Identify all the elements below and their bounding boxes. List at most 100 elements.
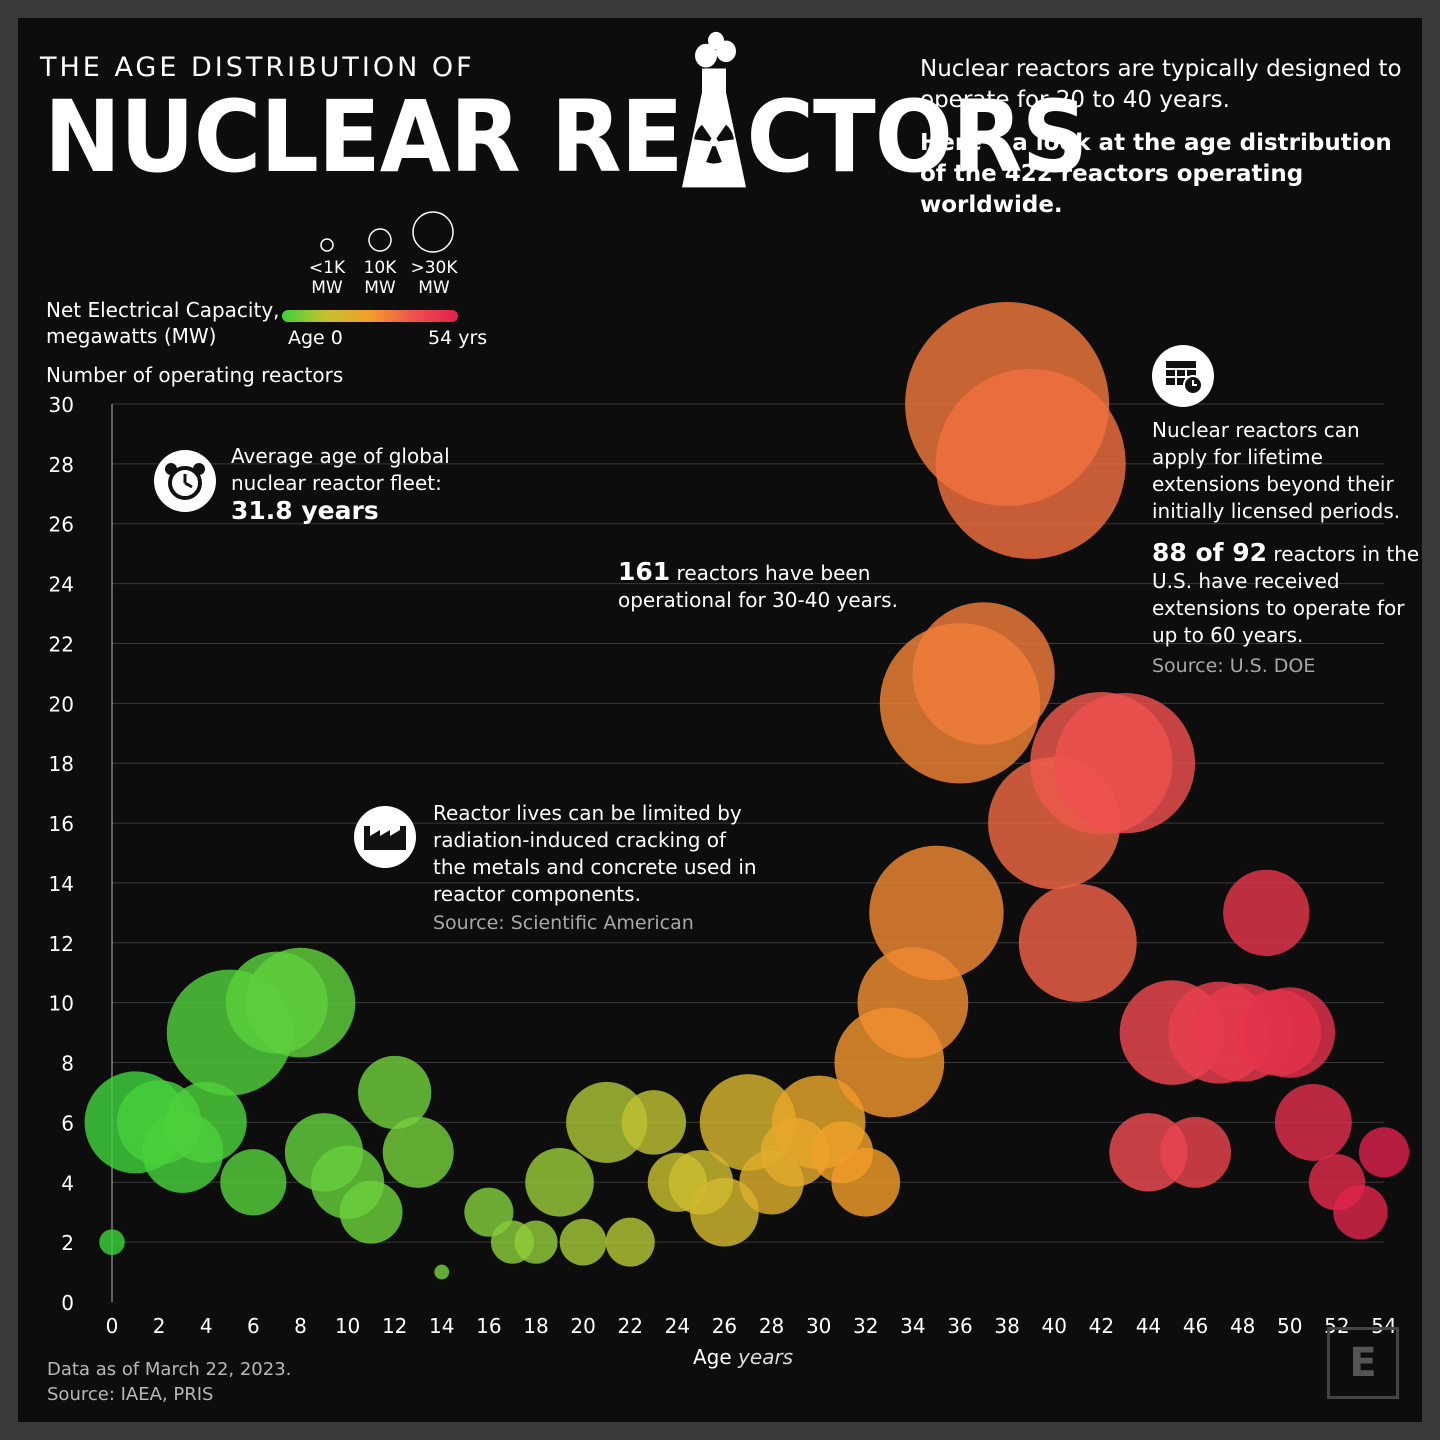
y-tick-label: 24 [49,573,74,597]
title-part-2: CTORS [746,79,1088,195]
reactor-bubble [869,845,1004,981]
x-tick-label: 36 [947,1314,972,1338]
x-tick-label: 16 [476,1314,501,1338]
age-color-gradient [282,310,458,322]
reactor-lives-annotation: Reactor lives can be limited by radiatio… [433,800,763,937]
atom-a-icon [682,31,747,188]
x-tick-label: 42 [1089,1314,1114,1338]
reactor-bubble [1160,1116,1232,1188]
size-legend-large [412,211,454,253]
reactor-bubble [514,1220,558,1264]
y-axis-title: Number of operating reactors [46,363,344,387]
y-tick-label: 2 [61,1231,74,1255]
reactor-bubble [165,1081,247,1163]
x-axis-title: Age years [693,1345,794,1369]
extensions-value: 88 of 92 [1152,538,1268,567]
reactor-bubble [690,1177,759,1247]
y-tick-label: 14 [49,872,74,896]
reactor-bubble [621,1090,687,1155]
x-tick-label: 2 [153,1314,166,1338]
title-part-1: NUCLEAR RE [44,79,683,195]
reactor-bubble [566,1081,648,1163]
reactor-bubble [525,1147,594,1217]
reactor-bubble [434,1264,450,1280]
extensions-source: Source: U.S. DOE [1152,655,1316,677]
x-tick-label: 38 [994,1314,1019,1338]
x-tick-label: 28 [759,1314,784,1338]
y-tick-label: 6 [61,1111,74,1135]
x-tick-label: 8 [294,1314,307,1338]
brand-logo: E [1327,1327,1399,1399]
reactor-bubble [559,1218,607,1266]
x-tick-label: 10 [335,1314,360,1338]
page-title: NUCLEAR RE CTORS [44,31,1088,188]
y-tick-label: 22 [49,632,74,656]
y-tick-label: 30 [49,393,74,417]
factory-icon [354,806,416,868]
age-legend-min: Age 0 [288,327,343,349]
age-legend-max: 54 yrs [428,327,488,349]
x-tick-label: 14 [429,1314,454,1338]
reactor-bubble [1333,1185,1388,1240]
x-tick-label: 0 [106,1314,119,1338]
intro-highlight: Here’s a look at the age distribution of… [920,130,1392,218]
size-legend-label-small: <1K MW [308,258,346,298]
reactor-bubble [935,368,1126,559]
y-tick-label: 12 [49,932,74,956]
y-tick-label: 4 [61,1171,74,1195]
reactor-bubble [1358,1127,1410,1178]
reactor-bubble [1223,869,1310,957]
reactor-bubble [245,947,356,1058]
y-tick-label: 20 [49,692,74,716]
reactor-bubble [831,1147,901,1217]
y-tick-label: 26 [49,513,74,537]
x-tick-label: 4 [200,1314,213,1338]
intro-text: Nuclear reactors are typically designed … [920,56,1402,113]
x-tick-label: 48 [1230,1314,1255,1338]
alarm-clock-icon [154,450,216,512]
reactor-bubble [220,1149,287,1216]
capacity-legend-title: Net Electrical Capacity, megawatts (MW) [46,298,280,348]
y-tick-label: 16 [49,812,74,836]
size-legend-label-medium: 10K MW [363,258,397,298]
x-tick-label: 20 [570,1314,595,1338]
x-tick-label: 44 [1136,1314,1161,1338]
x-tick-label: 12 [382,1314,407,1338]
size-legend-label-large: >30K MW [410,258,458,298]
reactor-bubble [912,602,1055,745]
y-tick-label: 28 [49,453,74,477]
x-tick-label: 34 [900,1314,925,1338]
x-tick-label: 30 [806,1314,831,1338]
x-tick-label: 6 [247,1314,260,1338]
operational-value: 161 [618,557,671,586]
x-tick-label: 50 [1277,1314,1302,1338]
reactor-bubble [358,1055,432,1130]
x-tick-label: 40 [1041,1314,1066,1338]
operational-annotation: 161 reactors have been operational for 3… [618,557,898,612]
avg-age-value: 31.8 years [231,496,379,525]
reactor-bubble [382,1116,454,1188]
calendar-clock-icon [1152,345,1214,407]
reactor-bubble [1274,1083,1352,1161]
y-tick-label: 10 [49,992,74,1016]
x-tick-label: 22 [617,1314,642,1338]
size-legend-medium [368,228,392,252]
reactor-bubble [1018,883,1137,1002]
y-tick-label: 8 [61,1052,74,1076]
extensions-annotation: Nuclear reactors can apply for lifetime … [1152,417,1420,680]
x-tick-label: 54 [1371,1314,1396,1338]
size-legend-small [320,238,334,252]
reactor-bubble [339,1180,403,1244]
y-tick-label: 0 [61,1291,74,1315]
x-tick-label: 46 [1183,1314,1208,1338]
reactor-lives-source: Source: Scientific American [433,912,694,934]
x-tick-label: 18 [523,1314,548,1338]
reactor-bubble [1054,692,1196,834]
footnote: Data as of March 22, 2023. Source: IAEA,… [47,1357,291,1407]
reactor-bubble [1244,987,1336,1078]
data-source: Source: IAEA, PRIS [47,1384,214,1405]
avg-age-annotation: Average age of global nuclear reactor fl… [231,444,450,525]
reactor-bubble [605,1217,655,1267]
x-tick-label: 32 [853,1314,878,1338]
